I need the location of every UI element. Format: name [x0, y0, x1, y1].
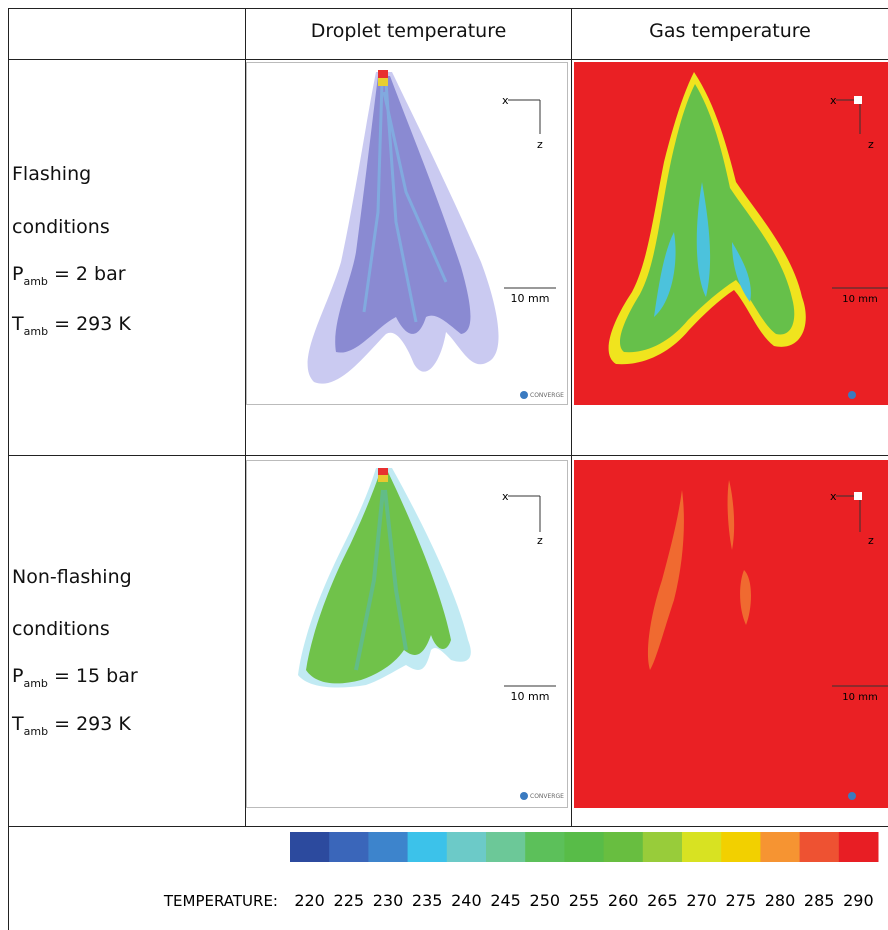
- subscript: amb: [23, 274, 48, 288]
- column-header: Gas temperature: [649, 20, 811, 42]
- colorbar-tick: 240: [451, 891, 482, 910]
- scale-label: 10 mm: [842, 692, 877, 703]
- colorbar-tick: 255: [569, 891, 600, 910]
- colorbar-swatch: [838, 832, 879, 862]
- colorbar-tick: 285: [804, 891, 835, 910]
- colorbar-tick: 250: [530, 891, 561, 910]
- border: [571, 8, 572, 826]
- column-header: Droplet temperature: [310, 20, 507, 42]
- symbol: P: [12, 263, 24, 285]
- scale-label: 10 mm: [511, 690, 550, 703]
- colorbar-swatch: [760, 832, 801, 862]
- colorbar-swatch: [642, 832, 683, 862]
- border: [245, 8, 246, 826]
- colorbar-tick: 225: [334, 891, 365, 910]
- droplet-image: x z 10 mm CONVERGE: [246, 62, 568, 405]
- symbol: P: [12, 665, 24, 687]
- logo: CONVERGE: [530, 793, 564, 800]
- colorbar-swatch: [682, 832, 722, 862]
- colorbar-tick: 265: [647, 891, 678, 910]
- colorbar-swatch: [799, 832, 840, 862]
- colorbar-swatch: [446, 832, 487, 862]
- subscript: amb: [23, 724, 49, 738]
- gas-image: x z 10 mm: [574, 460, 888, 808]
- subscript: amb: [23, 324, 49, 338]
- subscript: amb: [23, 676, 48, 690]
- gas-image: x z 10 mm: [574, 62, 888, 405]
- axis-label: x: [502, 490, 509, 503]
- value-text: = 2 bar: [53, 263, 126, 285]
- colorbar-swatch: [603, 832, 644, 862]
- border: [8, 59, 888, 60]
- colorbar-swatch: [721, 832, 761, 862]
- temperature: Tamb = 293 K: [12, 313, 131, 338]
- logo: CONVERGE: [530, 392, 564, 399]
- border: [8, 455, 888, 456]
- colorbar-swatch: [368, 832, 409, 862]
- axis-label: x: [502, 94, 509, 107]
- value-text: = 293 K: [54, 713, 131, 735]
- row-label: Flashing: [12, 163, 92, 185]
- colorbar-tick: 260: [608, 891, 639, 910]
- colorbar-tick: 275: [726, 891, 757, 910]
- axis-label: z: [537, 534, 543, 547]
- colorbar-tick: 220: [294, 891, 325, 910]
- axis-label: z: [868, 534, 874, 547]
- pressure: Pamb = 2 bar: [12, 263, 126, 288]
- row-label: conditions: [12, 618, 110, 640]
- row-label: Non-flashing: [12, 566, 132, 588]
- temperature: Tamb = 293 K: [12, 713, 131, 738]
- colorbar-swatch: [290, 832, 330, 862]
- symbol: T: [12, 713, 24, 735]
- border: [8, 8, 9, 930]
- colorbar-swatch: [564, 832, 605, 862]
- colorbar-tick: 245: [490, 891, 521, 910]
- colorbar-swatch: [407, 832, 448, 862]
- symbol: T: [12, 313, 24, 335]
- colorbar-swatch: [329, 832, 369, 862]
- axis-label: x: [830, 490, 837, 503]
- colorbar-tick: 235: [412, 891, 443, 910]
- colorbar-label: TEMPERATURE:: [163, 892, 278, 910]
- colorbar-tick: 230: [373, 891, 404, 910]
- border: [8, 826, 888, 827]
- border: [8, 8, 888, 9]
- droplet-image: x z 10 mm CONVERGE: [246, 460, 568, 808]
- colorbar: TEMPERATURE: 220 225 230 235 240 245 250 255 260…: [163, 832, 879, 910]
- colorbar-swatch: [525, 832, 565, 862]
- axis-label: z: [868, 138, 874, 151]
- colorbar-tick: 290: [843, 891, 874, 910]
- value-text: = 293 K: [54, 313, 131, 335]
- colorbar-tick: 280: [765, 891, 796, 910]
- value-text: = 15 bar: [53, 665, 138, 687]
- pressure: Pamb = 15 bar: [12, 665, 138, 690]
- colorbar-tick: 270: [686, 891, 717, 910]
- colorbar-swatch: [486, 832, 526, 862]
- scale-label: 10 mm: [511, 292, 550, 305]
- row-label: conditions: [12, 216, 110, 238]
- scale-label: 10 mm: [842, 294, 877, 305]
- axis-label: x: [830, 94, 837, 107]
- axis-label: z: [537, 138, 543, 151]
